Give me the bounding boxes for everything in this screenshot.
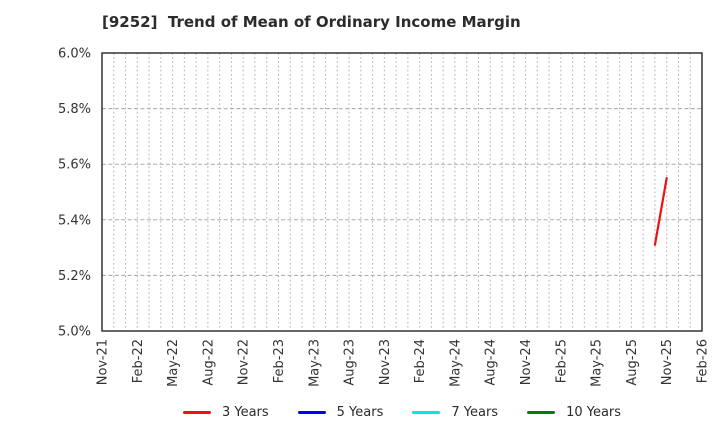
legend-item-5-years: 5 Years: [297, 405, 384, 420]
legend-item-7-years: 7 Years: [412, 405, 498, 420]
legend-swatch-7-years: [412, 411, 441, 414]
legend-label-10-years: 10 Years: [566, 405, 622, 420]
series-line-3-years: [653, 177, 668, 246]
x-tick-label: Nov-23: [378, 339, 393, 385]
x-tick-label: May-23: [307, 339, 322, 387]
x-tick-label: Aug-22: [201, 339, 216, 386]
x-tick-label: Nov-25: [660, 339, 675, 385]
y-tick-label: 5.8%: [58, 102, 91, 117]
legend-item-3-years: 3 Years: [182, 405, 269, 420]
legend-swatch-5-years: [297, 411, 326, 414]
x-tick-label: Nov-22: [237, 339, 252, 385]
legend-swatch-10-years: [527, 411, 556, 414]
x-tick-label: Feb-26: [696, 339, 711, 383]
legend-label-5-years: 5 Years: [336, 405, 384, 420]
chart-legend: 3 Years 5 Years 7 Years 10 Years: [102, 405, 702, 420]
x-tick-label: Feb-25: [554, 339, 569, 383]
x-tick-label: May-22: [166, 339, 181, 387]
x-tick-label: Aug-23: [343, 339, 358, 386]
y-tick-label: 5.2%: [58, 269, 91, 284]
legend-item-10-years: 10 Years: [527, 405, 621, 420]
x-tick-label: Aug-24: [484, 339, 499, 386]
y-tick-label: 5.6%: [58, 158, 91, 173]
x-tick-label: May-25: [590, 339, 605, 387]
plot-border: [101, 52, 703, 332]
legend-label-7-years: 7 Years: [451, 405, 499, 420]
x-tick-label: Feb-23: [272, 339, 287, 383]
legend-swatch-3-years: [182, 411, 211, 414]
y-tick-label: 6.0%: [58, 47, 91, 62]
x-tick-label: May-24: [448, 339, 463, 387]
x-tick-label: Nov-24: [519, 339, 534, 385]
y-tick-label: 5.0%: [58, 325, 91, 340]
y-tick-label: 5.4%: [58, 213, 91, 228]
x-tick-label: Feb-24: [413, 339, 428, 383]
legend-label-3-years: 3 Years: [221, 405, 269, 420]
x-tick-label: Aug-25: [625, 339, 640, 386]
chart-title: [9252] Trend of Mean of Ordinary Income …: [102, 13, 521, 31]
x-tick-label: Nov-21: [96, 339, 111, 385]
x-tick-label: Feb-22: [131, 339, 146, 383]
